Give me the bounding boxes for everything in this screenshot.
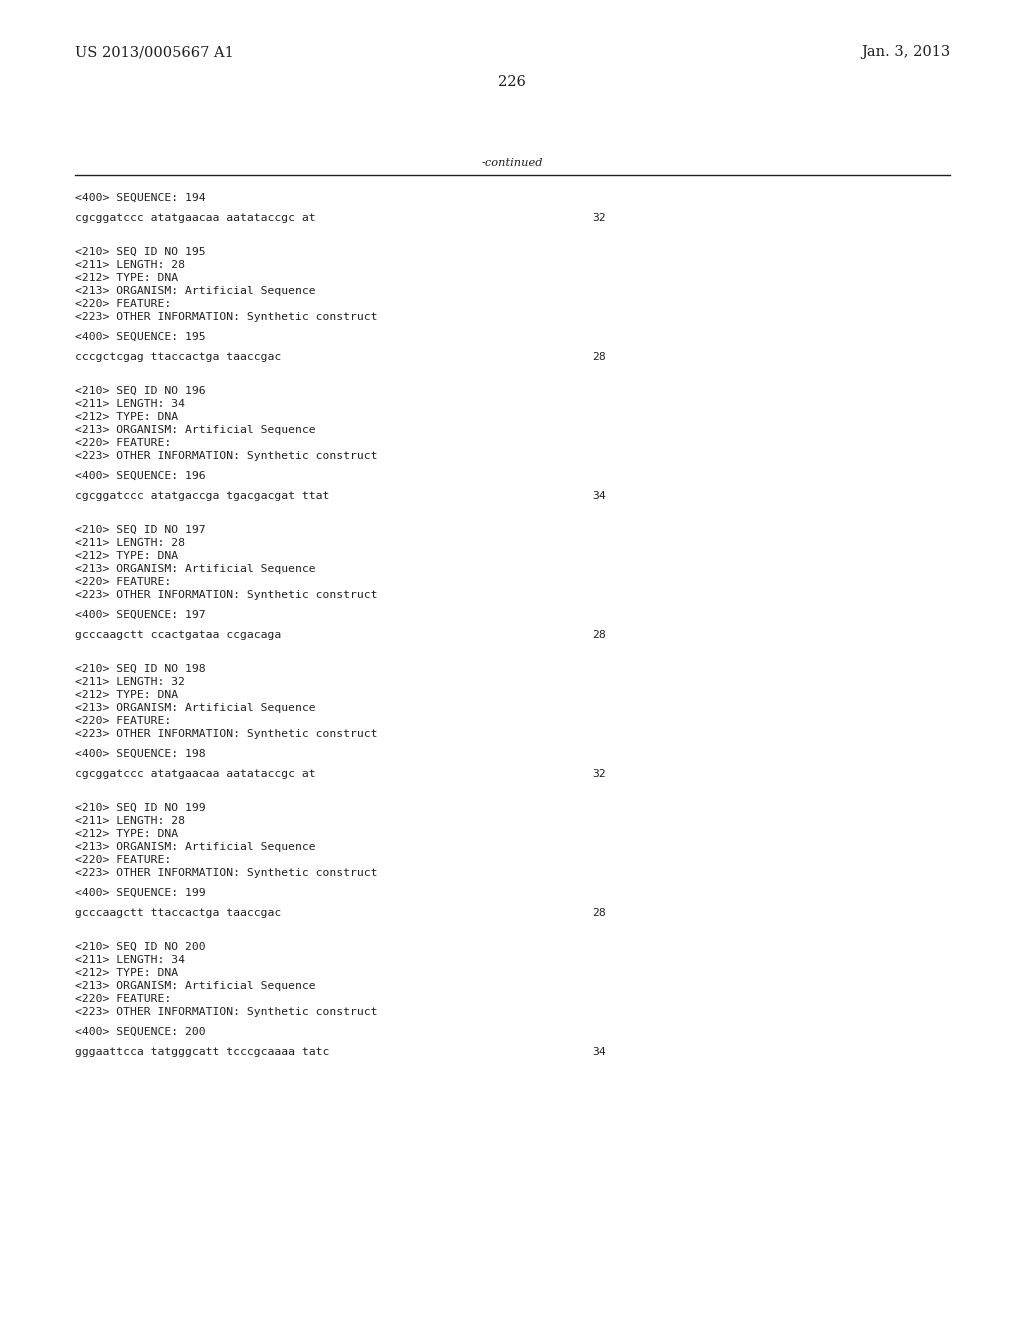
Text: <213> ORGANISM: Artificial Sequence: <213> ORGANISM: Artificial Sequence xyxy=(75,842,315,851)
Text: <213> ORGANISM: Artificial Sequence: <213> ORGANISM: Artificial Sequence xyxy=(75,981,315,991)
Text: <223> OTHER INFORMATION: Synthetic construct: <223> OTHER INFORMATION: Synthetic const… xyxy=(75,312,378,322)
Text: <223> OTHER INFORMATION: Synthetic construct: <223> OTHER INFORMATION: Synthetic const… xyxy=(75,869,378,878)
Text: gggaattcca tatgggcatt tcccgcaaaa tatc: gggaattcca tatgggcatt tcccgcaaaa tatc xyxy=(75,1047,330,1057)
Text: cgcggatccc atatgaccga tgacgacgat ttat: cgcggatccc atatgaccga tgacgacgat ttat xyxy=(75,491,330,502)
Text: <400> SEQUENCE: 194: <400> SEQUENCE: 194 xyxy=(75,193,206,203)
Text: <223> OTHER INFORMATION: Synthetic construct: <223> OTHER INFORMATION: Synthetic const… xyxy=(75,590,378,601)
Text: <213> ORGANISM: Artificial Sequence: <213> ORGANISM: Artificial Sequence xyxy=(75,564,315,574)
Text: 28: 28 xyxy=(592,630,606,640)
Text: cgcggatccc atatgaacaa aatataccgc at: cgcggatccc atatgaacaa aatataccgc at xyxy=(75,770,315,779)
Text: <210> SEQ ID NO 197: <210> SEQ ID NO 197 xyxy=(75,525,206,535)
Text: <210> SEQ ID NO 200: <210> SEQ ID NO 200 xyxy=(75,942,206,952)
Text: <212> TYPE: DNA: <212> TYPE: DNA xyxy=(75,273,178,282)
Text: US 2013/0005667 A1: US 2013/0005667 A1 xyxy=(75,45,233,59)
Text: cgcggatccc atatgaacaa aatataccgc at: cgcggatccc atatgaacaa aatataccgc at xyxy=(75,213,315,223)
Text: 226: 226 xyxy=(498,75,526,88)
Text: -continued: -continued xyxy=(481,158,543,168)
Text: Jan. 3, 2013: Jan. 3, 2013 xyxy=(861,45,950,59)
Text: <220> FEATURE:: <220> FEATURE: xyxy=(75,300,171,309)
Text: <212> TYPE: DNA: <212> TYPE: DNA xyxy=(75,968,178,978)
Text: 28: 28 xyxy=(592,908,606,917)
Text: <400> SEQUENCE: 198: <400> SEQUENCE: 198 xyxy=(75,748,206,759)
Text: <212> TYPE: DNA: <212> TYPE: DNA xyxy=(75,412,178,422)
Text: <223> OTHER INFORMATION: Synthetic construct: <223> OTHER INFORMATION: Synthetic const… xyxy=(75,1007,378,1016)
Text: <211> LENGTH: 28: <211> LENGTH: 28 xyxy=(75,539,185,548)
Text: <223> OTHER INFORMATION: Synthetic construct: <223> OTHER INFORMATION: Synthetic const… xyxy=(75,729,378,739)
Text: gcccaagctt ttaccactga taaccgac: gcccaagctt ttaccactga taaccgac xyxy=(75,908,282,917)
Text: <213> ORGANISM: Artificial Sequence: <213> ORGANISM: Artificial Sequence xyxy=(75,425,315,436)
Text: 28: 28 xyxy=(592,352,606,362)
Text: 34: 34 xyxy=(592,1047,606,1057)
Text: <210> SEQ ID NO 198: <210> SEQ ID NO 198 xyxy=(75,664,206,675)
Text: <212> TYPE: DNA: <212> TYPE: DNA xyxy=(75,550,178,561)
Text: <400> SEQUENCE: 195: <400> SEQUENCE: 195 xyxy=(75,333,206,342)
Text: <223> OTHER INFORMATION: Synthetic construct: <223> OTHER INFORMATION: Synthetic const… xyxy=(75,451,378,461)
Text: <400> SEQUENCE: 197: <400> SEQUENCE: 197 xyxy=(75,610,206,620)
Text: <211> LENGTH: 28: <211> LENGTH: 28 xyxy=(75,260,185,271)
Text: <212> TYPE: DNA: <212> TYPE: DNA xyxy=(75,829,178,840)
Text: 32: 32 xyxy=(592,213,606,223)
Text: <220> FEATURE:: <220> FEATURE: xyxy=(75,855,171,865)
Text: <400> SEQUENCE: 196: <400> SEQUENCE: 196 xyxy=(75,471,206,480)
Text: <220> FEATURE:: <220> FEATURE: xyxy=(75,577,171,587)
Text: 34: 34 xyxy=(592,491,606,502)
Text: <400> SEQUENCE: 200: <400> SEQUENCE: 200 xyxy=(75,1027,206,1038)
Text: <220> FEATURE:: <220> FEATURE: xyxy=(75,715,171,726)
Text: 32: 32 xyxy=(592,770,606,779)
Text: <210> SEQ ID NO 195: <210> SEQ ID NO 195 xyxy=(75,247,206,257)
Text: gcccaagctt ccactgataa ccgacaga: gcccaagctt ccactgataa ccgacaga xyxy=(75,630,282,640)
Text: <220> FEATURE:: <220> FEATURE: xyxy=(75,994,171,1005)
Text: <400> SEQUENCE: 199: <400> SEQUENCE: 199 xyxy=(75,888,206,898)
Text: <211> LENGTH: 34: <211> LENGTH: 34 xyxy=(75,399,185,409)
Text: <211> LENGTH: 32: <211> LENGTH: 32 xyxy=(75,677,185,686)
Text: <211> LENGTH: 28: <211> LENGTH: 28 xyxy=(75,816,185,826)
Text: <212> TYPE: DNA: <212> TYPE: DNA xyxy=(75,690,178,700)
Text: <211> LENGTH: 34: <211> LENGTH: 34 xyxy=(75,954,185,965)
Text: cccgctcgag ttaccactga taaccgac: cccgctcgag ttaccactga taaccgac xyxy=(75,352,282,362)
Text: <213> ORGANISM: Artificial Sequence: <213> ORGANISM: Artificial Sequence xyxy=(75,704,315,713)
Text: <210> SEQ ID NO 199: <210> SEQ ID NO 199 xyxy=(75,803,206,813)
Text: <220> FEATURE:: <220> FEATURE: xyxy=(75,438,171,447)
Text: <210> SEQ ID NO 196: <210> SEQ ID NO 196 xyxy=(75,385,206,396)
Text: <213> ORGANISM: Artificial Sequence: <213> ORGANISM: Artificial Sequence xyxy=(75,286,315,296)
